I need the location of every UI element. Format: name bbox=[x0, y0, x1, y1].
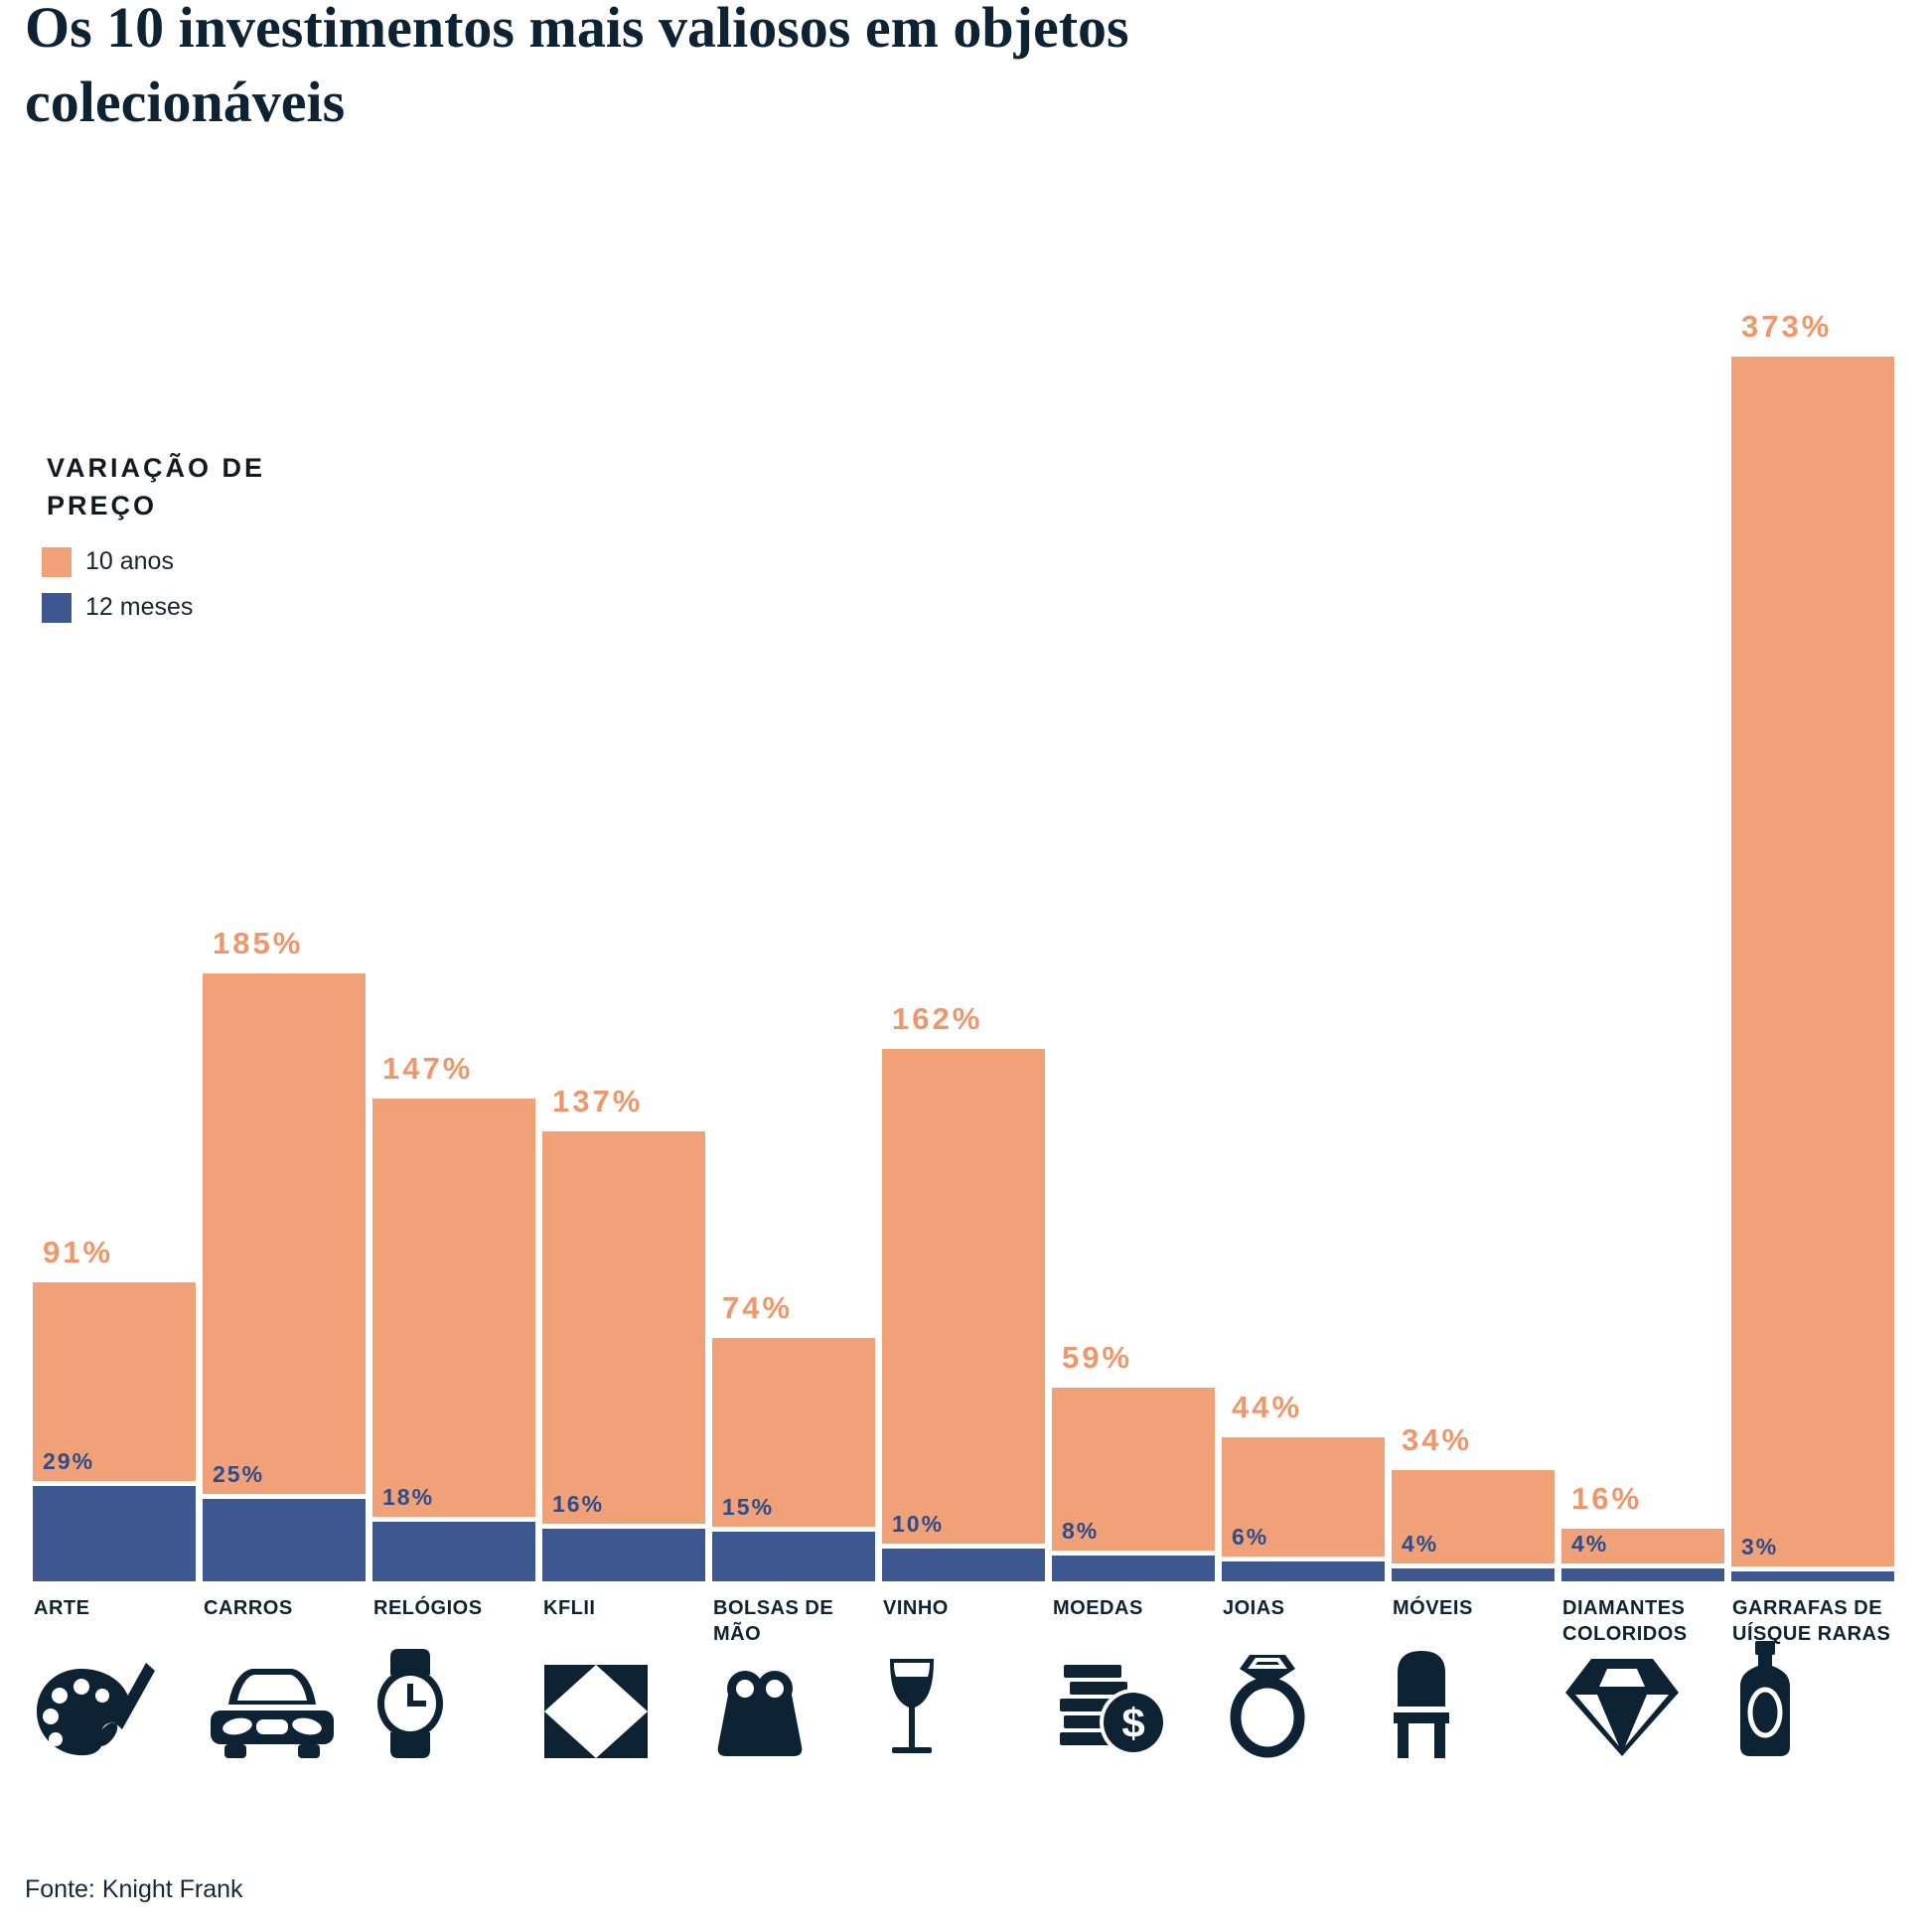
bar-column: 162% 10% VINHO bbox=[882, 357, 1045, 1753]
category-label: DIAMANTES COLORIDOS bbox=[1562, 1597, 1688, 1645]
bar-12-meses bbox=[882, 1549, 1045, 1581]
bar-label-12-meses: 6% bbox=[1232, 1524, 1269, 1550]
bar-label-12-meses: 4% bbox=[1571, 1531, 1609, 1557]
bar-separator bbox=[1561, 1563, 1724, 1568]
whisky-bottle-icon bbox=[1733, 1641, 1797, 1758]
bar-column: 147% 18% RELÓGIOS bbox=[372, 357, 535, 1758]
category-label: ARTE bbox=[34, 1597, 90, 1619]
category-label: MOEDAS bbox=[1053, 1597, 1143, 1619]
bar-column: 373% 3% GARRAFAS DE UÍSQUE RARAS bbox=[1731, 309, 1894, 1756]
bar-column: 16% 4% DIAMANTES COLORIDOS bbox=[1561, 357, 1724, 1756]
bar-12-meses bbox=[1052, 1556, 1215, 1581]
legend-label-10-anos: 10 anos bbox=[85, 547, 174, 576]
bar-separator bbox=[33, 1481, 196, 1486]
bar-label-10-anos: 59% bbox=[1062, 1340, 1133, 1375]
bar-separator bbox=[372, 1517, 535, 1522]
bar-10-anos bbox=[1052, 1388, 1215, 1581]
category-label: KFLII bbox=[543, 1597, 596, 1619]
bar-column: 34% 4% MÓVEIS bbox=[1392, 357, 1555, 1758]
bar-label-10-anos: 34% bbox=[1402, 1422, 1473, 1457]
bar-separator bbox=[1731, 1566, 1894, 1571]
bar-column: 91% 29% ARTE bbox=[33, 357, 196, 1756]
bar-label-12-meses: 8% bbox=[1062, 1518, 1100, 1544]
category-label: MÓVEIS bbox=[1393, 1597, 1473, 1619]
bar-10-anos bbox=[542, 1131, 705, 1581]
bar-label-10-anos: 147% bbox=[382, 1051, 474, 1086]
svg-text:$: $ bbox=[1121, 1700, 1144, 1746]
bar-label-12-meses: 10% bbox=[892, 1511, 945, 1537]
bar-label-10-anos: 373% bbox=[1741, 309, 1833, 344]
bar-10-anos bbox=[1731, 357, 1894, 1581]
legend-item-10-anos: 10 anos bbox=[42, 546, 325, 577]
bar-label-12-meses: 4% bbox=[1402, 1531, 1439, 1557]
bar-label-10-anos: 74% bbox=[722, 1290, 794, 1325]
legend-swatch-12-meses bbox=[42, 592, 72, 623]
legend-swatch-10-anos bbox=[42, 546, 72, 577]
bar-separator bbox=[1052, 1551, 1215, 1556]
coins-icon: $ bbox=[1054, 1663, 1167, 1758]
handbag-icon bbox=[714, 1663, 806, 1758]
bar-column: 59% 8% MOEDAS $ bbox=[1052, 357, 1215, 1756]
bar-label-10-anos: 137% bbox=[552, 1084, 644, 1118]
bar-12-meses bbox=[1392, 1568, 1555, 1581]
wine-glass-icon bbox=[884, 1659, 940, 1758]
bar-column: 44% 6% JOIAS bbox=[1222, 357, 1385, 1758]
category-label: RELÓGIOS bbox=[373, 1597, 483, 1619]
bar-separator bbox=[882, 1544, 1045, 1549]
bar-12-meses bbox=[1222, 1561, 1385, 1581]
bar-column: 137% 16% KFLII bbox=[542, 357, 705, 1758]
bar-label-12-meses: 16% bbox=[552, 1491, 605, 1517]
bar-label-12-meses: 29% bbox=[43, 1448, 95, 1474]
bar-10-anos bbox=[1392, 1470, 1555, 1581]
kflii-logo-icon bbox=[544, 1665, 648, 1758]
bar-label-10-anos: 91% bbox=[43, 1235, 114, 1269]
bar-column: 74% 15% BOLSAS DE MÃO bbox=[712, 357, 875, 1756]
page-title: Os 10 investimentos mais valiosos em obj… bbox=[25, 0, 1129, 135]
legend: VARIAÇÃO DE PREÇO 10 anos 12 meses bbox=[42, 449, 325, 623]
car-icon bbox=[205, 1661, 340, 1758]
bar-separator bbox=[542, 1524, 705, 1529]
bar-10-anos bbox=[203, 973, 366, 1581]
bar-12-meses bbox=[712, 1532, 875, 1581]
source-note: Fonte: Knight Frank bbox=[25, 1875, 243, 1903]
bar-12-meses bbox=[33, 1486, 196, 1581]
diamond-icon bbox=[1563, 1657, 1681, 1758]
bar-label-10-anos: 44% bbox=[1232, 1390, 1303, 1424]
bar-label-10-anos: 16% bbox=[1571, 1481, 1643, 1516]
bar-12-meses bbox=[542, 1529, 705, 1581]
bar-label-12-meses: 15% bbox=[722, 1494, 775, 1520]
bar-label-12-meses: 25% bbox=[213, 1461, 265, 1487]
bar-label-10-anos: 162% bbox=[892, 1001, 983, 1036]
watch-icon bbox=[374, 1649, 446, 1758]
bar-12-meses bbox=[372, 1522, 535, 1581]
bar-12-meses bbox=[1561, 1568, 1724, 1581]
ring-icon bbox=[1224, 1653, 1311, 1758]
legend-label-12-meses: 12 meses bbox=[85, 593, 194, 622]
bar-10-anos bbox=[882, 1049, 1045, 1581]
category-label: VINHO bbox=[883, 1597, 949, 1619]
category-label: GARRAFAS DE UÍSQUE RARAS bbox=[1732, 1597, 1891, 1645]
bar-12-meses bbox=[1731, 1571, 1894, 1581]
bar-10-anos bbox=[372, 1099, 535, 1581]
bar-label-10-anos: 185% bbox=[213, 926, 304, 961]
chair-icon bbox=[1394, 1651, 1449, 1758]
palette-icon bbox=[35, 1663, 162, 1758]
category-label: JOIAS bbox=[1223, 1597, 1285, 1619]
bar-separator bbox=[1222, 1557, 1385, 1561]
legend-item-12-meses: 12 meses bbox=[42, 592, 325, 623]
bar-separator bbox=[203, 1494, 366, 1499]
category-label: BOLSAS DE MÃO bbox=[713, 1597, 834, 1645]
bar-separator bbox=[712, 1527, 875, 1532]
bar-label-12-meses: 18% bbox=[382, 1484, 435, 1510]
bar-separator bbox=[1392, 1563, 1555, 1568]
bar-12-meses bbox=[203, 1499, 366, 1581]
bar-chart: 91% 29% ARTE 185% 25% CARROS 147% 18% RELÓGIOS… bbox=[33, 309, 1900, 1758]
bar-column: 185% 25% CARROS bbox=[203, 357, 366, 1758]
legend-title: VARIAÇÃO DE PREÇO bbox=[47, 453, 266, 521]
bar-label-12-meses: 3% bbox=[1741, 1534, 1779, 1560]
category-label: CARROS bbox=[204, 1597, 293, 1619]
